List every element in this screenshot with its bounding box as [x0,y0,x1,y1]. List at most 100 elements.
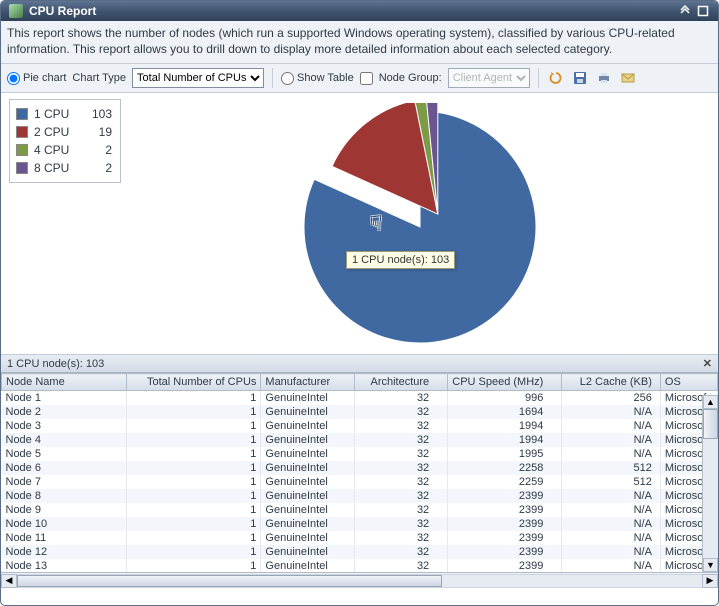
table-row[interactable]: Node 91GenuineIntel322399N/AMicrosof [2,503,718,517]
table-cell: 1 [126,475,261,489]
table-cell: 1 [126,517,261,531]
table-cell: 1 [126,531,261,545]
table-row[interactable]: Node 131GenuineIntel322399N/AMicrosof [2,559,718,572]
table-cell: 32 [354,433,447,447]
scroll-thumb-horizontal[interactable] [17,575,442,587]
chart-type-label: Chart Type [72,72,126,84]
table-body: Node 11GenuineIntel32996256MicrosofNode … [2,391,718,573]
table-cell: 32 [354,503,447,517]
table-cell: N/A [562,405,661,419]
show-table-checkbox[interactable] [360,72,373,85]
table-cell: Node 10 [2,517,127,531]
table-cell: 1 [126,391,261,406]
table-cell: N/A [562,531,661,545]
scroll-up-icon[interactable]: ▲ [703,395,718,409]
table-row[interactable]: Node 81GenuineIntel322399N/AMicrosof [2,489,718,503]
table-row[interactable]: Node 41GenuineIntel321994N/AMicrosof [2,433,718,447]
collapse-up-icon[interactable] [678,4,692,18]
table-cell: Node 5 [2,447,127,461]
column-header[interactable]: Total Number of CPUs [126,374,261,391]
legend-item[interactable]: 8 CPU2 [16,159,112,177]
table-cell: 2399 [448,531,562,545]
scroll-down-icon[interactable]: ▼ [703,558,718,572]
scroll-left-icon[interactable]: ◀ [1,574,17,588]
table-cell: N/A [562,559,661,572]
table-cell: 1 [126,419,261,433]
table-cell: GenuineIntel [261,503,354,517]
legend-item[interactable]: 4 CPU2 [16,141,112,159]
column-header[interactable]: Architecture [354,374,447,391]
maximize-icon[interactable] [696,4,710,18]
show-table-radio[interactable]: Show Table [281,72,354,85]
legend-value: 19 [84,125,112,139]
column-header[interactable]: L2 Cache (KB) [562,374,661,391]
table-cell: 1694 [448,405,562,419]
table-row[interactable]: Node 101GenuineIntel322399N/AMicrosof [2,517,718,531]
chart-type-select[interactable]: Total Number of CPUs [132,68,264,88]
table-cell: Node 3 [2,419,127,433]
table-cell: N/A [562,545,661,559]
legend-swatch-icon [16,162,28,174]
table-cell: 1 [126,489,261,503]
table-cell: 1 [126,433,261,447]
table-cell: GenuineIntel [261,559,354,572]
email-icon[interactable] [619,69,637,87]
table-row[interactable]: Node 61GenuineIntel322258512Microsof [2,461,718,475]
node-group-label: Node Group: [379,72,442,84]
refresh-icon[interactable] [547,69,565,87]
table-row[interactable]: Node 31GenuineIntel321994N/AMicrosof [2,419,718,433]
column-header[interactable]: OS [660,374,717,391]
table-cell: 1 [126,503,261,517]
show-table-radio-input[interactable] [281,72,294,85]
show-table-label: Show Table [297,72,354,84]
table-row[interactable]: Node 121GenuineIntel322399N/AMicrosof [2,545,718,559]
table-row[interactable]: Node 111GenuineIntel322399N/AMicrosof [2,531,718,545]
table-cell: Node 6 [2,461,127,475]
table-cell: 2399 [448,489,562,503]
table-cell: 1 [126,559,261,572]
table-row[interactable]: Node 21GenuineIntel321694N/AMicrosof [2,405,718,419]
close-icon[interactable]: ✕ [703,357,712,370]
table-wrap: Node NameTotal Number of CPUsManufacture… [1,373,718,572]
table-row[interactable]: Node 71GenuineIntel322259512Microsof [2,475,718,489]
table-cell: Node 4 [2,433,127,447]
print-icon[interactable] [595,69,613,87]
column-header[interactable]: CPU Speed (MHz) [448,374,562,391]
table-row[interactable]: Node 11GenuineIntel32996256Microsof [2,391,718,406]
legend-swatch-icon [16,108,28,120]
scroll-right-icon[interactable]: ▶ [702,574,718,588]
titlebar: CPU Report [1,1,718,21]
table-cell: N/A [562,517,661,531]
table-cell: GenuineIntel [261,531,354,545]
table-cell: 2399 [448,545,562,559]
horizontal-scrollbar[interactable]: ◀ ▶ [1,572,718,588]
save-icon[interactable] [571,69,589,87]
table-cell: GenuineIntel [261,391,354,406]
column-header[interactable]: Node Name [2,374,127,391]
table-cell: GenuineIntel [261,433,354,447]
scroll-thumb-vertical[interactable] [703,409,718,439]
table-cell: N/A [562,489,661,503]
chart-legend: 1 CPU103 2 CPU 19 4 CPU28 CPU2 [9,99,121,183]
table-cell: GenuineIntel [261,489,354,503]
legend-item[interactable]: 1 CPU103 [16,105,112,123]
table-cell: 32 [354,517,447,531]
table-cell: 1 [126,447,261,461]
table-cell: 1 [126,461,261,475]
legend-label: 4 CPU [34,143,78,157]
table-cell: Node 8 [2,489,127,503]
table-cell: 2258 [448,461,562,475]
table-cell: Node 13 [2,559,127,572]
table-row[interactable]: Node 51GenuineIntel321995N/AMicrosof [2,447,718,461]
legend-item[interactable]: 2 CPU 19 [16,123,112,141]
pie-chart-radio[interactable]: Pie chart [7,72,66,85]
legend-label: 8 CPU [34,161,78,175]
table-cell: 32 [354,545,447,559]
column-header[interactable]: Manufacturer [261,374,354,391]
node-group-select: Client Agent [448,68,530,88]
vertical-scrollbar[interactable]: ▲ ▼ [702,395,718,572]
legend-label: 2 CPU [34,125,78,139]
table-cell: 2259 [448,475,562,489]
pie-chart[interactable] [286,103,554,343]
pie-chart-radio-input[interactable] [7,72,20,85]
